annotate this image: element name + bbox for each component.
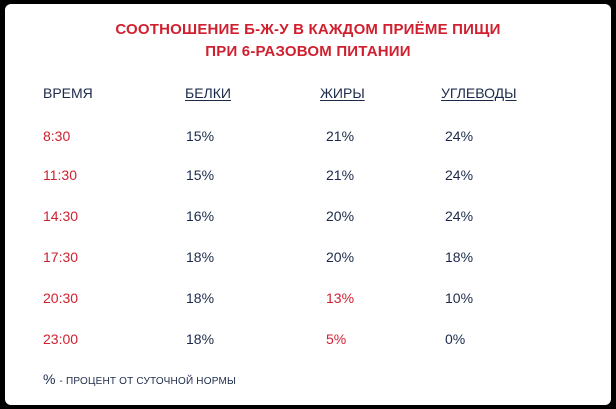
cell-carbs: 24% [445, 167, 474, 183]
cell-fat: 13% [326, 290, 355, 306]
cell-fat: 21% [326, 128, 355, 144]
table-row: 23:00 18% 5% 0% [5, 330, 611, 348]
table-row: 17:30 18% 20% 18% [5, 248, 611, 266]
cell-protein: 18% [186, 331, 215, 347]
column-header-protein: БЕЛКИ [185, 85, 231, 101]
cell-time: 11:30 [43, 167, 77, 183]
column-header-fat: ЖИРЫ [320, 85, 365, 101]
table-row: 8:30 15% 21% 24% [5, 127, 611, 145]
table-row: 20:30 18% 13% 10% [5, 289, 611, 307]
page-title: СООТНОШЕНИЕ Б-Ж-У В КАЖДОМ ПРИЁМЕ ПИЩИ [115, 21, 501, 38]
cell-carbs: 24% [445, 208, 474, 224]
column-header-time: ВРЕМЯ [43, 85, 93, 101]
cell-time: 17:30 [43, 249, 79, 265]
page-subtitle: ПРИ 6-РАЗОВОМ ПИТАНИИ [205, 43, 411, 60]
cell-time: 23:00 [43, 331, 79, 347]
footnote-text: - ПРОЦЕНТ ОТ СУТОЧНОЙ НОРМЫ [59, 376, 237, 387]
table-row: 11:30 15% 21% 24% [5, 166, 611, 184]
cell-time: 20:30 [43, 290, 79, 306]
cell-protein: 16% [186, 208, 215, 224]
cell-protein: 15% [186, 167, 215, 183]
footnote: % - ПРОЦЕНТ ОТ СУТОЧНОЙ НОРМЫ [43, 371, 236, 390]
cell-time: 14:30 [43, 208, 79, 224]
cell-carbs: 0% [445, 331, 466, 347]
table-row: 14:30 16% 20% 24% [5, 207, 611, 225]
cell-protein: 18% [186, 290, 215, 306]
cell-protein: 15% [186, 128, 215, 144]
cell-fat: 20% [326, 249, 355, 265]
column-header-carbs: УГЛЕВОДЫ [441, 85, 517, 101]
footnote-symbol: % [43, 371, 56, 387]
nutrition-card: СООТНОШЕНИЕ Б-Ж-У В КАЖДОМ ПРИЁМЕ ПИЩИ П… [5, 4, 611, 405]
cell-carbs: 10% [445, 290, 474, 306]
cell-protein: 18% [186, 249, 215, 265]
cell-fat: 21% [326, 167, 355, 183]
cell-carbs: 24% [445, 128, 474, 144]
cell-fat: 20% [326, 208, 355, 224]
cell-time: 8:30 [43, 128, 71, 144]
cell-carbs: 18% [445, 249, 474, 265]
cell-fat: 5% [326, 331, 347, 347]
